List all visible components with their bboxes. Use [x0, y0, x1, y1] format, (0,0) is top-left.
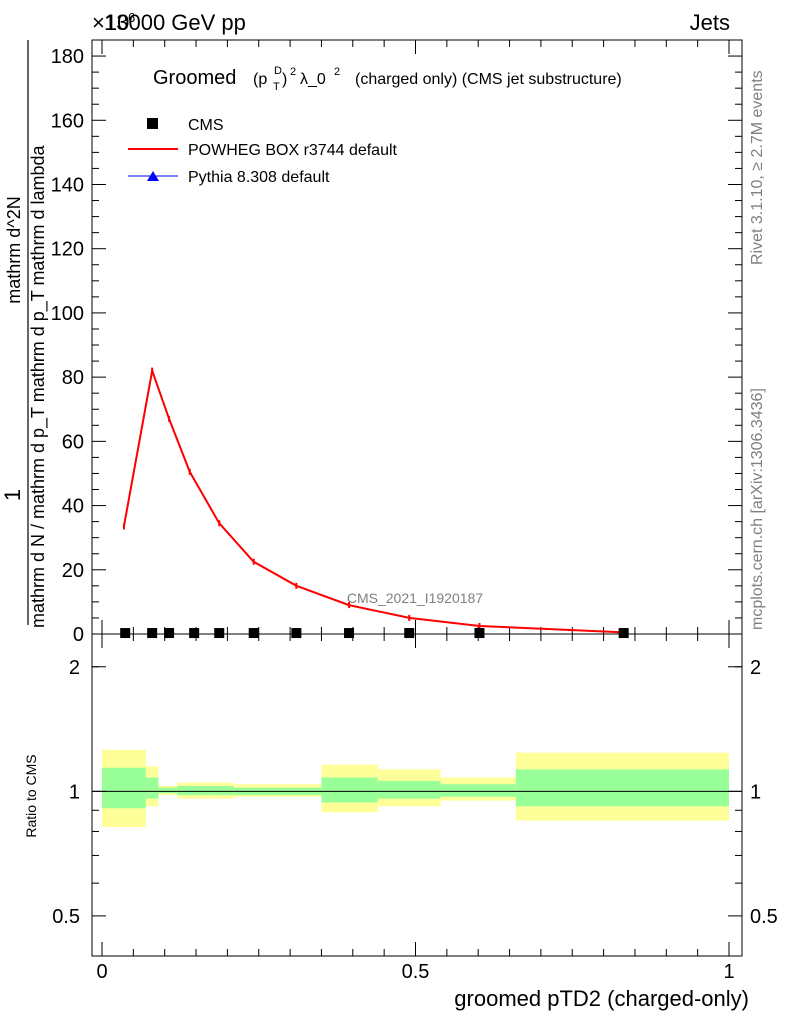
svg-text:2: 2	[334, 66, 340, 78]
ratio-ytick-label: 1	[69, 781, 80, 803]
chart-title-suffix: (charged only) (CMS jet substructure)	[355, 71, 622, 88]
ratio-ytick-label: 0.5	[52, 906, 80, 928]
main-ytick-label: 140	[51, 174, 84, 196]
cms-point	[214, 628, 225, 639]
cms-point	[147, 628, 158, 639]
legend-label-cms: CMS	[188, 117, 224, 134]
legend-marker-pythia	[147, 171, 159, 181]
ratio-band-green	[177, 786, 209, 795]
chart-title-math: (p T D ) 2 λ_0 2	[253, 65, 340, 93]
main-ytick-label: 120	[51, 239, 84, 261]
svg-text:2: 2	[290, 66, 296, 78]
xtick-label: 0	[96, 961, 107, 983]
ratio-ytick-label-right: 0.5	[750, 906, 778, 928]
chart-title-prefix: Groomed	[153, 67, 236, 89]
exponent-label: ×10	[92, 10, 129, 35]
ratio-frame	[91, 633, 743, 957]
legend-marker-cms	[147, 118, 158, 129]
ratio-x-axis: 0 0.5 1	[96, 634, 735, 983]
mcplots-label: mcplots.cern.ch [arXiv:1306.3436]	[749, 388, 766, 630]
svg-text:T: T	[273, 81, 280, 93]
main-ytick-label: 0	[73, 624, 84, 646]
cms-point	[344, 628, 355, 639]
ratio-ytick-label: 2	[69, 657, 80, 679]
ratio-band-green	[515, 769, 729, 807]
legend-label-pythia: Pythia 8.308 default	[188, 169, 330, 186]
main-ytick-label: 180	[51, 46, 84, 68]
svg-text:(p: (p	[253, 71, 267, 88]
xtick-label: 1	[723, 961, 734, 983]
ylabel-numerator: mathrm d^2N	[4, 196, 24, 303]
ratio-y-axis: 0.5 0.5 1 1 2 2	[52, 657, 778, 928]
xlabel: groomed pTD2 (charged-only)	[454, 986, 749, 1011]
ratio-ytick-label-right: 2	[750, 657, 761, 679]
ratio-band-green	[377, 780, 441, 799]
cms-point	[618, 628, 629, 639]
cms-point	[291, 628, 302, 639]
legend-label-powheg: POWHEG BOX r3744 default	[188, 142, 398, 159]
ratio-ytick-label-right: 1	[750, 781, 761, 803]
main-ytick-label: 100	[51, 303, 84, 325]
svg-text:λ_0: λ_0	[300, 71, 326, 88]
xtick-label: 0.5	[402, 961, 430, 983]
ratio-band-green	[321, 777, 378, 803]
main-ytick-label: 80	[62, 367, 84, 389]
main-series-layer	[120, 366, 629, 639]
main-ytick-label: 160	[51, 110, 84, 132]
cms-point	[248, 628, 259, 639]
analysis-label: CMS_2021_I1920187	[347, 590, 483, 606]
cms-point	[474, 628, 485, 639]
exponent-power: 6	[128, 10, 135, 25]
ratio-band-green	[145, 777, 159, 799]
legend: CMS POWHEG BOX r3744 default Pythia 8.30…	[128, 117, 398, 186]
ylabel-bottom: mathrm d N / mathrm d p_T mathrm d p_T m…	[28, 145, 49, 628]
ratio-ylabel: Ratio to CMS	[23, 754, 39, 837]
svg-text:D: D	[274, 65, 282, 77]
energy-label: 13000 GeV pp	[104, 10, 246, 35]
rivet-label: Rivet 3.1.10, ≥ 2.7M events	[749, 70, 766, 265]
cms-point	[404, 628, 415, 639]
ratio-band-green	[158, 787, 178, 794]
main-y-axis: 0 20 40 60 80 100 120 140 160 180	[51, 39, 742, 646]
svg-text:): )	[282, 71, 287, 88]
cms-point	[164, 628, 175, 639]
process-label: Jets	[690, 10, 730, 35]
ratio-band-green	[440, 784, 516, 797]
cms-point	[189, 628, 200, 639]
main-ytick-label: 20	[62, 560, 84, 582]
ratio-band-green	[102, 767, 146, 809]
ratio-band-green	[208, 786, 234, 795]
ylabel-top: 1	[0, 489, 25, 501]
cms-point	[120, 628, 131, 639]
ratio-bands-layer	[102, 749, 729, 827]
main-ytick-label: 60	[62, 431, 84, 453]
main-ytick-label: 40	[62, 496, 84, 518]
